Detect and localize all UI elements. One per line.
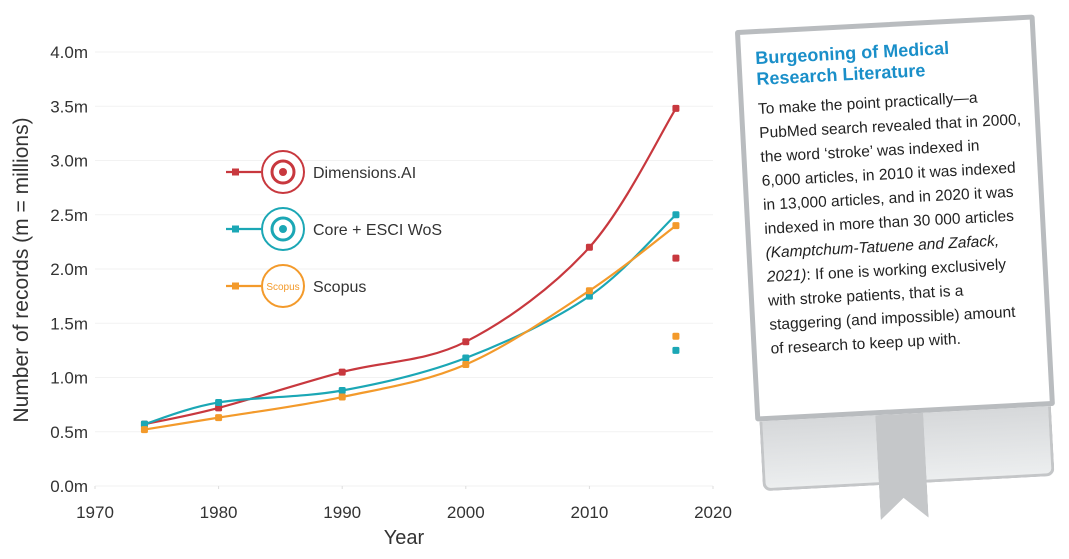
sidebar: Burgeoning of Medical Research Literatur… [734,14,1055,424]
line [144,224,677,431]
legend-label: Scopus [313,279,366,296]
legend-icon-inner [270,216,296,242]
y-tick-label: 3.5m [50,97,88,116]
legend-marker [232,168,239,176]
y-tick-label: 3.0m [50,152,88,171]
point [585,292,593,300]
y-axis-label: Number of records (m = millions) [10,117,33,422]
separate-point [672,332,680,340]
legend-icon [261,264,305,308]
legend-icon-core [279,225,287,233]
point [215,404,223,412]
point [140,426,148,434]
point [672,104,680,112]
point [338,387,346,395]
legend-label: Dimensions.AI [313,165,416,182]
separate-point [672,254,680,262]
y-tick-label: 1.0m [50,369,88,388]
point [585,287,593,295]
legend-icon-core [279,168,287,176]
sidebar-card: Burgeoning of Medical Research Literatur… [734,14,1055,422]
point [215,398,223,406]
x-tick-label: 2000 [447,503,485,522]
point [672,211,680,219]
point [338,393,346,401]
y-tick-label: 4.0m [50,43,88,62]
y-tick-label: 1.5m [50,314,88,333]
point [338,368,346,376]
y-tick-label: 2.0m [50,260,88,279]
point [462,338,470,346]
point [140,420,148,428]
bookmark [875,413,928,520]
separate-point [672,346,680,354]
point [672,222,680,230]
point [585,243,593,251]
x-tick-label: 1980 [200,503,238,522]
x-tick-label: 1990 [323,503,361,522]
line [144,107,677,426]
x-tick-label: 2020 [694,503,732,522]
legend-marker [232,225,239,233]
y-tick-label: 2.5m [50,206,88,225]
chart: Number of records (m = millions) Year 0.… [10,43,732,549]
point [462,354,470,362]
legend-icon-inner [270,159,296,185]
y-tick-label: 0.5m [50,423,88,442]
sidebar-text: To make the point practically—a PubMed s… [757,84,1032,361]
legend-icon-text: Scopus [266,282,299,293]
legend-label: Core + ESCI WoS [313,222,442,239]
text: To make the point practically—a PubMed s… [757,89,1022,238]
y-tick-label: 0.0m [50,477,88,496]
point [462,360,470,368]
line [144,213,677,426]
sidebar-title: Burgeoning of Medical Research Literatur… [754,37,950,90]
legend-marker [232,282,239,290]
x-tick-label: 1970 [76,503,114,522]
x-tick-label: 2010 [570,503,608,522]
x-axis-label: Year [384,527,425,549]
point [215,414,223,422]
